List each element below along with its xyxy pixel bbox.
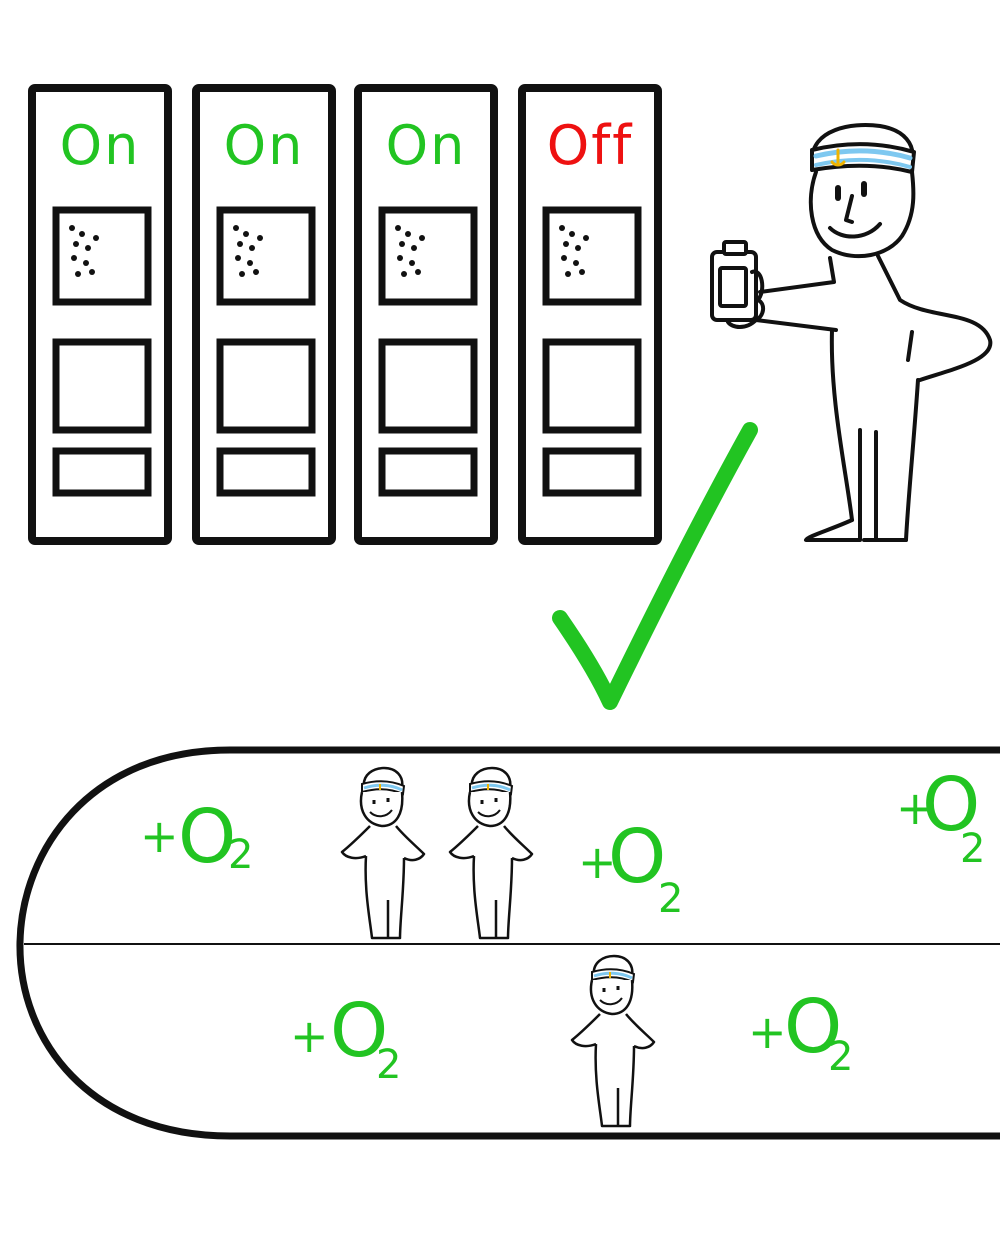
server-speaker-panel bbox=[52, 206, 152, 306]
nose bbox=[844, 194, 854, 224]
oval-track-icon bbox=[16, 746, 1000, 1140]
oxygen-label: + O 2 bbox=[896, 762, 985, 872]
headband-stripe bbox=[814, 157, 912, 169]
o2-subscript: 2 bbox=[376, 1042, 401, 1088]
small-sailor-figure-icon bbox=[340, 766, 426, 940]
oxygen-label: + O 2 bbox=[578, 814, 683, 922]
server-slot bbox=[52, 447, 152, 497]
server-rack-3: On bbox=[354, 84, 498, 545]
hand bbox=[726, 269, 765, 329]
server-bay bbox=[542, 338, 642, 434]
o2-element: O bbox=[784, 984, 842, 1070]
o2-subscript: 2 bbox=[228, 832, 253, 878]
speaker-dots bbox=[559, 225, 589, 277]
oxygen-label: + O 2 bbox=[290, 988, 401, 1088]
anchor-icon bbox=[830, 148, 846, 167]
server-speaker-panel bbox=[542, 206, 642, 306]
checkmark-icon bbox=[552, 422, 758, 710]
server-status-label: On bbox=[224, 114, 305, 177]
device-cap bbox=[722, 240, 748, 256]
o2-subscript: 2 bbox=[828, 1034, 853, 1080]
server-status-label: On bbox=[386, 114, 467, 177]
speaker-dots bbox=[69, 225, 99, 277]
o2-plus: + bbox=[896, 781, 935, 835]
o2-plus: + bbox=[578, 835, 617, 889]
o2-plus: + bbox=[748, 1005, 787, 1059]
headband-stripe bbox=[813, 148, 913, 161]
device-screen bbox=[718, 266, 748, 308]
small-sailor-figure-icon bbox=[448, 766, 534, 940]
server-rack-2: On bbox=[192, 84, 336, 545]
o2-subscript: 2 bbox=[960, 826, 985, 872]
server-speaker-panel bbox=[378, 206, 478, 306]
server-bay bbox=[52, 338, 152, 434]
server-rack-4: Off bbox=[518, 84, 662, 545]
o2-element: O bbox=[608, 814, 666, 900]
server-bay bbox=[216, 338, 316, 434]
sailor-head bbox=[808, 170, 916, 259]
server-slot bbox=[216, 447, 316, 497]
speaker-dots bbox=[395, 225, 425, 277]
speaker-dots bbox=[233, 225, 263, 277]
server-slot bbox=[378, 447, 478, 497]
oxygen-label: + O 2 bbox=[748, 984, 853, 1080]
track-outline bbox=[16, 746, 1000, 1140]
server-speaker-panel bbox=[216, 206, 316, 306]
o2-element: O bbox=[922, 762, 980, 848]
o2-plus: + bbox=[140, 809, 179, 863]
sailor-body bbox=[754, 254, 993, 382]
smile bbox=[828, 222, 882, 239]
o2-element: O bbox=[178, 794, 236, 880]
server-bay bbox=[378, 338, 478, 434]
server-status-label: On bbox=[60, 114, 141, 177]
server-slot bbox=[542, 447, 642, 497]
server-rack-1: On bbox=[28, 84, 172, 545]
o2-plus: + bbox=[290, 1009, 329, 1063]
server-status-label: Off bbox=[547, 114, 634, 177]
o2-subscript: 2 bbox=[658, 876, 683, 922]
small-sailor-figure-icon bbox=[570, 954, 656, 1128]
oxygen-label: + O 2 bbox=[140, 794, 253, 880]
o2-element: O bbox=[330, 988, 388, 1074]
sailor-legs bbox=[804, 428, 908, 542]
sailor-torso bbox=[829, 328, 920, 542]
sailor-figure-icon bbox=[710, 123, 993, 542]
